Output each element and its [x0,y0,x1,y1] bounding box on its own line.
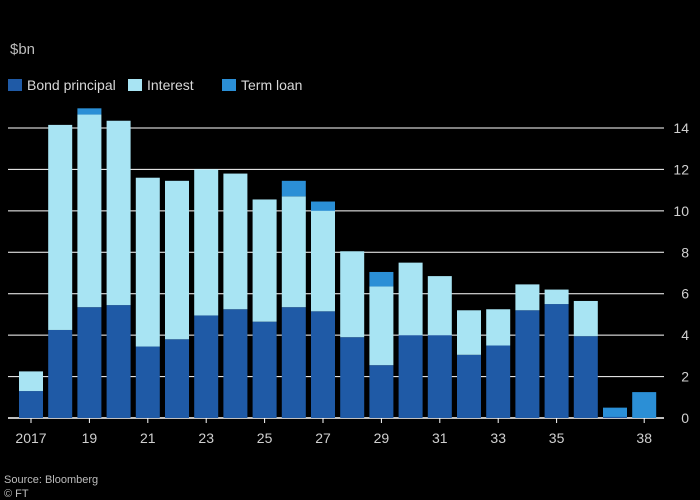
bar-interest [515,284,540,311]
bar-interest [194,169,219,316]
bar-bond-principal [457,354,481,418]
bar-bond-principal [515,310,540,418]
bar-bond-principal [252,321,277,418]
y-tick-label: 2 [681,369,689,385]
bar-interest [48,124,73,330]
ft-credit: © FT [4,488,29,500]
x-tick-label: 21 [140,430,156,446]
bar-interest [427,276,452,336]
bar-term-loan [311,201,335,211]
x-tick-label: 35 [549,430,565,446]
x-tick-label: 25 [257,430,273,446]
x-tick-label: 23 [198,430,214,446]
x-tick-label: 33 [490,430,506,446]
bar-interest [398,262,423,336]
bar-bond-principal [165,339,189,418]
bar-interest [486,309,511,346]
bars [19,108,657,418]
x-tick-label: 19 [82,430,98,446]
y-tick-label: 6 [681,286,689,302]
bar-bond-principal [427,335,452,418]
bar-bond-principal [486,345,511,418]
legend: Bond principal Interest Term loan [8,77,302,93]
bar-term-loan [369,271,394,287]
bar-bond-principal [223,309,248,418]
y-tick-label: 10 [673,203,689,219]
bar-bond-principal [311,311,335,418]
bar-term-loan [281,180,306,197]
bar-interest [77,114,102,308]
y-tick-label: 12 [673,161,689,177]
bar-bond-principal [135,346,160,418]
x-tick-label: 27 [315,430,331,446]
bar-bond-principal [19,391,43,418]
bar-bond-principal [603,416,627,418]
x-tick-label: 2017 [15,430,46,446]
legend-swatch-bond-principal [8,79,22,91]
bar-bond-principal [106,305,131,418]
y-tick-label: 14 [673,120,689,136]
bar-bond-principal [573,336,598,418]
bar-interest [106,120,131,306]
legend-label-interest: Interest [147,77,194,93]
bar-term-loan [603,407,627,417]
x-axis: 2017 19 21 23 25 27 29 31 33 35 38 [15,418,652,446]
bar-interest [311,210,335,312]
bar-interest [252,199,277,322]
y-tick-label: 4 [681,327,689,343]
bar-interest [135,177,160,347]
legend-swatch-term-loan [222,79,236,91]
legend-label-term-loan: Term loan [241,77,302,93]
bar-interest [281,196,306,308]
bar-interest [223,173,248,310]
y-tick-label: 0 [681,410,689,426]
bar-interest [369,286,394,366]
bar-term-loan [77,108,102,115]
x-tick-label: 29 [374,430,390,446]
x-tick-label: 31 [432,430,448,446]
bar-interest [544,289,569,305]
legend-swatch-interest [128,79,142,91]
bar-bond-principal [544,304,569,418]
bar-bond-principal [369,365,394,418]
y-tick-label: 8 [681,244,689,260]
legend-label-bond-principal: Bond principal [27,77,116,93]
x-tick-label: 38 [636,430,652,446]
bar-bond-principal [398,335,423,418]
bar-interest [19,371,43,392]
bar-interest [165,180,189,340]
bar-interest [340,251,365,338]
unit-label: $bn [10,41,35,58]
bar-bond-principal [340,337,365,418]
bar-bond-principal [77,307,102,418]
bar-bond-principal [48,329,73,418]
bar-interest [573,300,598,337]
bar-bond-principal [194,315,219,418]
bar-bond-principal [281,307,306,418]
bar-interest [457,310,481,355]
bar-term-loan [632,392,657,418]
y-axis: 0 2 4 6 8 10 12 14 [673,120,689,426]
source-note: Source: Bloomberg [4,474,98,486]
